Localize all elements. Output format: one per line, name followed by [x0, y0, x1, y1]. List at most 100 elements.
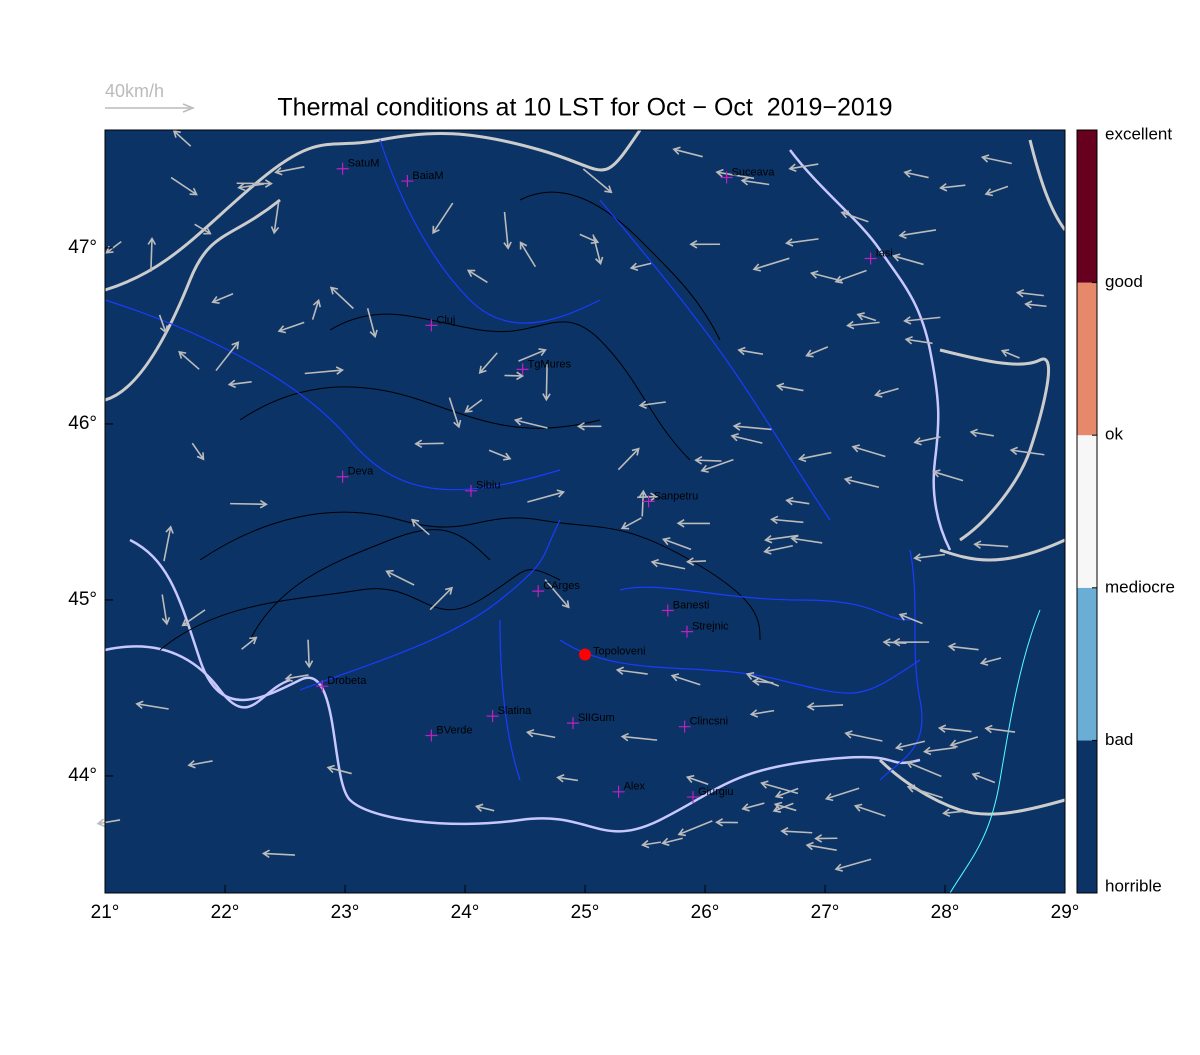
- wind-arrow: [448, 397, 462, 429]
- map-line: [104, 198, 281, 402]
- wind-arrow: [261, 849, 296, 859]
- wind-arrow: [478, 352, 498, 374]
- city-label: Clincsni: [690, 716, 729, 728]
- wind-arrow: [785, 496, 810, 506]
- wind-arrow: [544, 579, 570, 609]
- colorbar-segment: [1077, 740, 1097, 893]
- wind-arrow: [1009, 446, 1045, 456]
- wind-arrow: [824, 787, 860, 802]
- wind-arrow: [227, 379, 252, 389]
- wind-arrow: [749, 709, 775, 718]
- city-label: Iasi: [876, 247, 893, 259]
- map-line: [878, 758, 1066, 816]
- wind-arrow: [677, 820, 713, 837]
- wind-arrow: [939, 183, 966, 192]
- colorbar-frame: [1076, 129, 1098, 894]
- city-label: Slatina: [498, 705, 533, 717]
- map-line: [104, 299, 561, 491]
- wind-arrow: [326, 764, 352, 775]
- wind-arrow: [187, 760, 213, 769]
- x-tick-label: 22°: [211, 902, 240, 923]
- y-tick-label: 47°: [68, 237, 97, 258]
- map-line: [599, 199, 831, 521]
- wind-arrow: [856, 312, 877, 322]
- city-label: CArges: [543, 580, 580, 592]
- wind-arrow: [236, 179, 273, 188]
- wind-arrow: [775, 382, 804, 392]
- wind-arrow: [277, 321, 305, 334]
- wind-arrow: [913, 436, 941, 446]
- wind-arrow: [385, 569, 415, 586]
- city-label: BaiaM: [412, 170, 443, 182]
- wind-arrow: [737, 346, 764, 356]
- wind-arrow: [172, 129, 192, 147]
- colorbar-label: excellent: [1105, 124, 1172, 143]
- wind-arrow: [984, 185, 1009, 197]
- x-tick-label: 25°: [571, 902, 600, 923]
- wind-arrow: [414, 439, 444, 449]
- map-background: [105, 130, 1065, 893]
- wind-arrow: [980, 154, 1012, 165]
- wind-arrow: [773, 801, 797, 812]
- wind-arrow: [932, 469, 964, 482]
- wind-arrow: [194, 223, 212, 235]
- colorbar-segment: [1077, 587, 1097, 741]
- wind-arrow: [752, 257, 790, 272]
- wind-arrow: [774, 787, 799, 799]
- wind-arrow: [904, 335, 933, 345]
- wind-scale-arrowhead: [182, 103, 196, 113]
- wind-arrow: [913, 553, 945, 562]
- wind-arrow: [617, 447, 640, 471]
- wind-arrow: [158, 314, 168, 334]
- wind-arrow: [947, 642, 979, 652]
- wind-arrow: [163, 525, 174, 562]
- map-line: [939, 538, 1066, 562]
- wind-arrow: [790, 534, 823, 544]
- wind-arrow: [432, 202, 454, 235]
- wind-arrow: [780, 827, 813, 836]
- wind-arrow: [178, 350, 200, 370]
- wind-arrow: [770, 515, 804, 525]
- wind-arrow: [466, 269, 488, 284]
- wind-arrow: [661, 837, 683, 847]
- wind-arrow: [237, 182, 265, 192]
- city-label: BVerde: [436, 724, 472, 736]
- wind-arrow: [894, 740, 926, 751]
- wind-arrow: [474, 803, 495, 812]
- wind-arrow: [700, 458, 734, 473]
- city-marker: [661, 604, 674, 617]
- y-tick-label: 45°: [68, 589, 97, 610]
- wind-arrow: [513, 417, 548, 429]
- wind-arrow: [518, 348, 547, 362]
- wind-arrow: [694, 456, 722, 465]
- city-marker: [864, 252, 877, 265]
- city-marker: [401, 175, 414, 188]
- colorbar-label: mediocre: [1105, 577, 1175, 596]
- colorbar-segment: [1077, 282, 1097, 436]
- wind-arrow: [638, 400, 666, 409]
- wind-arrow: [556, 774, 578, 783]
- city-label: Cluj: [436, 314, 455, 326]
- wind-arrow: [579, 233, 600, 244]
- map-line: [239, 386, 601, 429]
- city-label: Giurgiu: [698, 786, 733, 798]
- wind-arrow: [1000, 348, 1020, 359]
- wind-arrow: [582, 168, 613, 194]
- colorbar-segment: [1077, 435, 1097, 588]
- city-label: Deva: [348, 466, 375, 478]
- wind-arrow: [788, 163, 819, 173]
- wind-arrow: [797, 451, 832, 463]
- wind-arrow: [922, 746, 957, 756]
- city-label: Strejnic: [692, 621, 729, 633]
- map-line: [249, 529, 491, 641]
- wind-arrow: [942, 808, 969, 818]
- wind-arrow: [741, 802, 765, 812]
- city-label: TgMures: [528, 358, 572, 370]
- wind-arrow: [284, 673, 309, 682]
- city-label: Sanpetru: [654, 490, 699, 502]
- map-line: [159, 569, 561, 651]
- wind-arrow: [685, 557, 707, 566]
- wind-arrow: [592, 234, 604, 266]
- wind-arrow: [542, 364, 551, 402]
- wind-arrow: [311, 298, 322, 320]
